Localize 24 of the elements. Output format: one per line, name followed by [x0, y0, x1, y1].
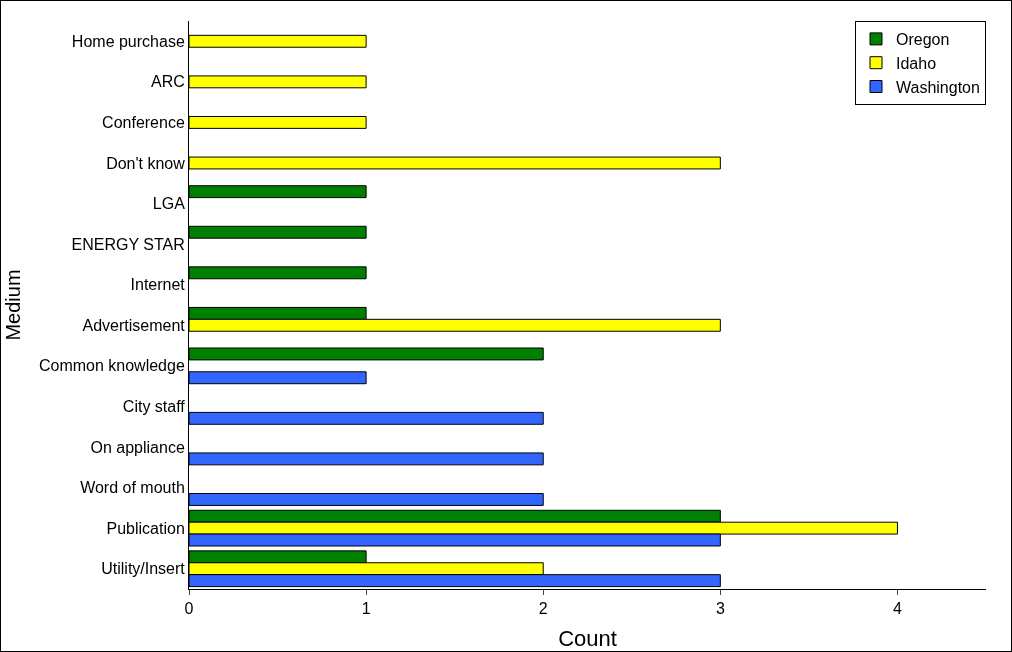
legend-label: Washington: [896, 78, 980, 96]
y-tick-label: Internet: [130, 276, 186, 294]
y-tick-label: Utility/Insert: [101, 560, 186, 578]
x-tick-label: 3: [715, 600, 725, 618]
y-tick-label: On appliance: [90, 438, 185, 456]
y-tick-label: Don't know: [106, 154, 186, 172]
x-axis-title: Count: [558, 626, 617, 651]
y-tick-label: ENERGY STAR: [71, 235, 185, 253]
y-tick-label: Advertisement: [82, 316, 186, 334]
legend-label: Oregon: [896, 31, 950, 49]
y-tick-label: Publication: [106, 519, 185, 537]
x-tick-label: 0: [184, 600, 194, 618]
y-tick-label: Conference: [102, 114, 185, 132]
y-tick-label: City staff: [122, 398, 186, 416]
y-tick-label: Common knowledge: [38, 357, 185, 375]
x-tick-label: 2: [538, 600, 548, 618]
y-tick-label: ARC: [151, 73, 185, 91]
x-tick-label: 4: [892, 600, 902, 618]
legend-label: Idaho: [896, 54, 937, 72]
y-tick-label: Word of mouth: [80, 479, 185, 497]
y-axis-title: Medium: [2, 269, 25, 341]
y-tick-label: Home purchase: [71, 32, 185, 50]
y-tick-label: LGA: [152, 195, 186, 213]
x-tick-label: 1: [361, 600, 371, 618]
